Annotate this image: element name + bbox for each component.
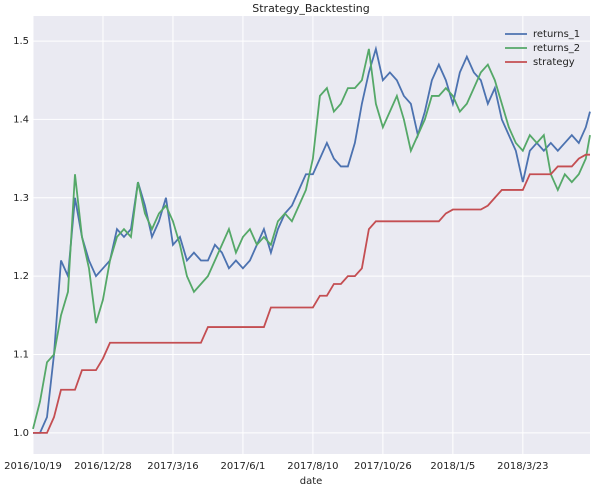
x-tick-label: 2018/1/5 (430, 461, 475, 472)
x-tick-label: 2018/3/23 (497, 461, 548, 472)
x-tick-label: 2017/10/26 (354, 461, 412, 472)
legend-item: strategy (505, 57, 575, 68)
x-tick-label: 2016/12/28 (74, 461, 132, 472)
line (33, 45, 591, 434)
y-tick-label: 1.0 (13, 428, 29, 439)
y-tick-label: 1.4 (13, 114, 29, 125)
y-tick-label: 1.1 (13, 349, 29, 360)
x-tick-label: 2017/8/10 (287, 461, 338, 472)
legend-label: returns_2 (533, 43, 580, 54)
legend-label: strategy (533, 57, 575, 68)
x-tick-label: 2016/10/19 (4, 461, 62, 472)
x-tick-label: 2017/6/1 (220, 461, 265, 472)
line (33, 153, 590, 434)
line (32, 48, 591, 430)
x-axis-label: date (300, 476, 323, 487)
legend-item: returns_1 (505, 29, 580, 40)
chart-title: Strategy_Backtesting (252, 2, 369, 15)
y-tick-label: 1.5 (13, 36, 29, 47)
legend-label: returns_1 (533, 29, 580, 40)
y-tick-label: 1.3 (13, 193, 29, 204)
legend-item: returns_2 (505, 43, 580, 54)
x-tick-label: 2017/3/16 (147, 461, 198, 472)
y-tick-label: 1.2 (13, 271, 29, 282)
